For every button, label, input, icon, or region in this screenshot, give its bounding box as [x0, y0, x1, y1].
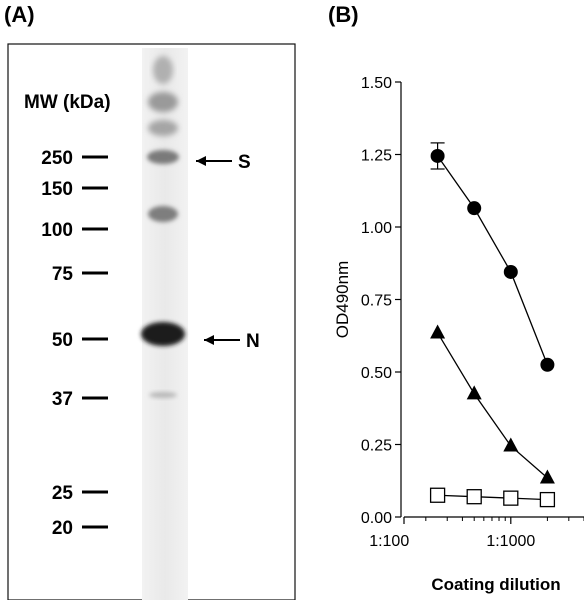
mw-marker-label: 75: [52, 264, 74, 285]
mw-marker-label: 150: [41, 179, 73, 200]
data-point-triangle: [466, 385, 482, 400]
band-label-n: N: [246, 331, 260, 352]
mw-marker-label: 250: [41, 148, 73, 169]
data-point-circle: [503, 264, 518, 279]
x-axis: 1:100 1:1000: [369, 516, 584, 550]
series-0-line: [437, 155, 549, 365]
data-point-triangle: [430, 324, 446, 339]
data-point-square: [466, 489, 482, 505]
y-tick-label: 0.50: [361, 365, 392, 382]
arrow-s: S: [196, 152, 251, 173]
data-point-triangle: [503, 437, 519, 452]
data-point-circle: [540, 357, 555, 372]
gel-smear-top: [153, 56, 173, 84]
y-tick-label: 0.00: [361, 510, 392, 527]
y-tick-label: 1.50: [361, 75, 392, 92]
panel-b-label: (B): [328, 2, 359, 27]
mw-marker-label: 20: [52, 518, 73, 539]
y-tick-label: 0.25: [361, 438, 392, 455]
series-2-line: [437, 494, 548, 501]
data-point-triangle: [539, 469, 555, 484]
mw-markers: 250 150 100 75 50 37 25 20: [41, 148, 108, 539]
mw-marker-label: 100: [41, 220, 73, 241]
gel-band-top: [148, 92, 178, 112]
gel-bands: [141, 56, 185, 398]
data-point-square: [429, 487, 446, 503]
mw-marker-label: 50: [52, 330, 73, 351]
x-tick-label: 1:1000: [486, 533, 535, 550]
mw-marker-label: 37: [52, 389, 73, 410]
arrow-s-head: [196, 156, 206, 166]
data-point-circle: [430, 148, 445, 163]
y-tick-label: 1.25: [361, 148, 392, 165]
gel-band-n: [141, 322, 185, 346]
series-1-line: [437, 332, 548, 479]
arrow-n: N: [204, 331, 260, 352]
data-point-square: [539, 491, 556, 508]
x-tick-label: 1:100: [369, 533, 409, 550]
gel-band-s: [147, 150, 179, 164]
data-point-circle: [467, 201, 482, 216]
gel-band-100: [148, 206, 178, 222]
gel-band-37: [149, 392, 177, 398]
gel-band-upper: [148, 120, 178, 136]
y-tick-label: 0.75: [361, 293, 392, 310]
band-label-s: S: [238, 152, 251, 173]
panel-a-label: (A): [4, 2, 35, 27]
y-axis-label: OD490nm: [333, 261, 352, 338]
x-axis-label: Coating dilution: [431, 575, 560, 594]
mw-marker-label: 25: [52, 483, 74, 504]
arrow-n-head: [204, 335, 214, 345]
y-axis: 0.00 0.25 0.50 0.75 1.00 1.25 1.50: [361, 75, 402, 527]
mw-title: MW (kDa): [24, 92, 111, 113]
y-tick-label: 1.00: [361, 220, 392, 237]
series-group: [429, 142, 556, 508]
data-point-square: [503, 490, 519, 506]
